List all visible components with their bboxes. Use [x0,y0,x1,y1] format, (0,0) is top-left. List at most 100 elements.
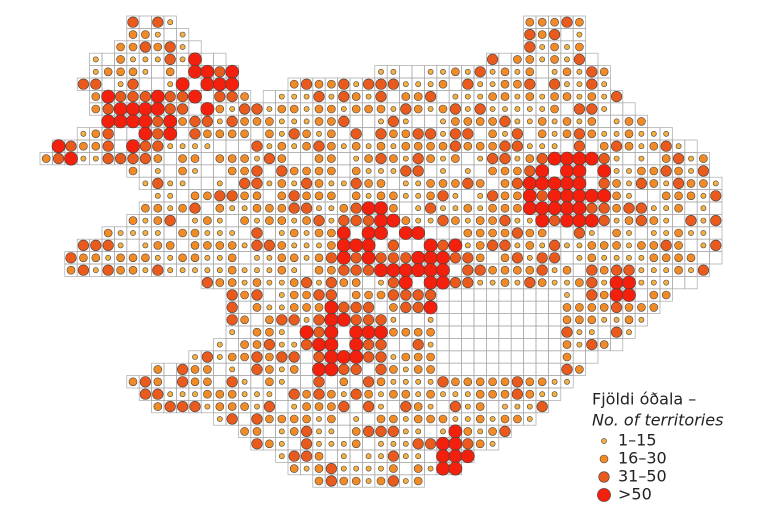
territory-dot [361,238,376,253]
territory-dot [610,90,623,103]
territory-dot [560,213,574,228]
territory-dot [102,153,114,165]
grid-cell [200,152,214,166]
territory-dot [314,402,324,411]
territory-dot [252,117,262,126]
territory-dot [252,303,262,312]
territory-dot [586,202,598,214]
territory-dot [438,414,448,424]
territory-dot [314,191,324,201]
territory-dot [139,388,151,400]
territory-dot [389,203,398,213]
territory-dot [128,377,138,387]
territory-dot [400,301,412,314]
territory-dot [401,389,411,399]
territory-dot [601,316,608,323]
territory-dot [291,341,298,348]
territory-dot [265,315,274,325]
territory-dot [660,239,672,251]
territory-dot [576,81,583,88]
territory-dot [192,267,198,274]
territory-dot [312,362,326,377]
territory-dot [92,267,99,274]
territory-dot [389,389,398,399]
grid-cell [473,164,487,178]
grid-cell [238,300,252,314]
territory-dot [475,377,485,387]
territory-dot [327,402,336,411]
territory-dot [378,453,384,460]
territory-dot [462,264,474,276]
territory-dot [710,215,722,227]
territory-dot [525,55,535,64]
territory-dot [128,30,138,39]
territory-dot [190,154,200,163]
grid-cell [560,251,574,265]
territory-dot [572,176,587,191]
territory-dot [350,314,362,326]
territory-dot [449,140,462,152]
territory-dot [588,230,595,236]
territory-dot [215,402,225,411]
grid-cell [696,251,710,265]
territory-dot [610,264,623,276]
grid-cell [324,375,338,389]
territory-dot [127,153,139,165]
territory-dot [350,252,362,264]
territory-dot [672,177,685,189]
grid-cell [362,276,376,290]
territory-dot [688,230,694,236]
territory-dot [291,217,298,224]
territory-dot [511,177,524,189]
territory-dot [562,117,572,126]
grid-cell [300,362,314,376]
territory-dot [215,104,225,114]
territory-dot [364,179,373,188]
territory-dot [526,143,533,150]
territory-dot [584,151,599,166]
grid-cell [548,362,562,376]
territory-dot [363,339,375,351]
territory-dot [525,228,535,238]
territory-dot [338,115,350,127]
territory-dot [390,354,397,360]
territory-dot [599,141,609,151]
territory-dot [113,102,128,116]
territory-dot [488,427,497,436]
territory-dot [375,153,387,165]
territory-dot [425,289,437,301]
territory-dot [586,264,598,276]
territory-dot [278,118,285,125]
territory-dot [139,41,151,53]
grid-cell [523,127,537,141]
territory-dot [178,154,187,163]
territory-dot [475,179,485,188]
territory-dot [200,64,215,79]
territory-dot [500,179,510,188]
territory-dot [425,202,437,214]
territory-dot [142,180,149,187]
territory-dot [278,366,285,373]
territory-dot [200,77,215,92]
territory-dot [216,254,223,261]
territory-dot [189,401,201,413]
territory-dot [500,203,510,213]
territory-dot [142,267,149,274]
territory-dot [426,352,435,362]
grid-cell [610,102,624,116]
territory-dot [587,253,597,263]
grid-cell [386,226,400,240]
territory-dot [401,327,411,337]
territory-dot [537,117,547,126]
grid-cell [349,449,363,463]
territory-dot [363,215,375,227]
territory-dot [350,388,362,400]
grid-cell [461,288,475,302]
territory-dot [349,325,364,340]
grid-cell [362,114,376,128]
territory-dot [522,201,537,216]
territory-dot [626,329,632,336]
territory-dot [189,128,201,140]
grid-cell [622,102,636,116]
territory-dot [338,363,350,376]
